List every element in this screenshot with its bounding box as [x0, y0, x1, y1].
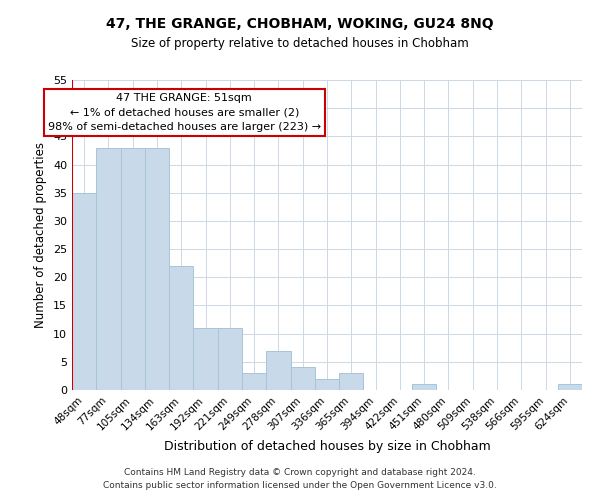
Bar — [169, 266, 193, 390]
Bar — [242, 373, 266, 390]
X-axis label: Distribution of detached houses by size in Chobham: Distribution of detached houses by size … — [164, 440, 490, 453]
Bar — [145, 148, 169, 390]
Bar — [72, 192, 96, 390]
Bar — [218, 328, 242, 390]
Text: 47, THE GRANGE, CHOBHAM, WOKING, GU24 8NQ: 47, THE GRANGE, CHOBHAM, WOKING, GU24 8N… — [106, 18, 494, 32]
Bar — [266, 350, 290, 390]
Bar — [412, 384, 436, 390]
Bar — [558, 384, 582, 390]
Y-axis label: Number of detached properties: Number of detached properties — [34, 142, 47, 328]
Bar — [315, 378, 339, 390]
Text: Contains HM Land Registry data © Crown copyright and database right 2024.: Contains HM Land Registry data © Crown c… — [124, 468, 476, 477]
Text: Contains public sector information licensed under the Open Government Licence v3: Contains public sector information licen… — [103, 480, 497, 490]
Bar — [290, 368, 315, 390]
Text: 47 THE GRANGE: 51sqm
← 1% of detached houses are smaller (2)
98% of semi-detache: 47 THE GRANGE: 51sqm ← 1% of detached ho… — [47, 93, 321, 132]
Bar — [339, 373, 364, 390]
Bar — [121, 148, 145, 390]
Text: Size of property relative to detached houses in Chobham: Size of property relative to detached ho… — [131, 38, 469, 51]
Bar — [193, 328, 218, 390]
Bar — [96, 148, 121, 390]
